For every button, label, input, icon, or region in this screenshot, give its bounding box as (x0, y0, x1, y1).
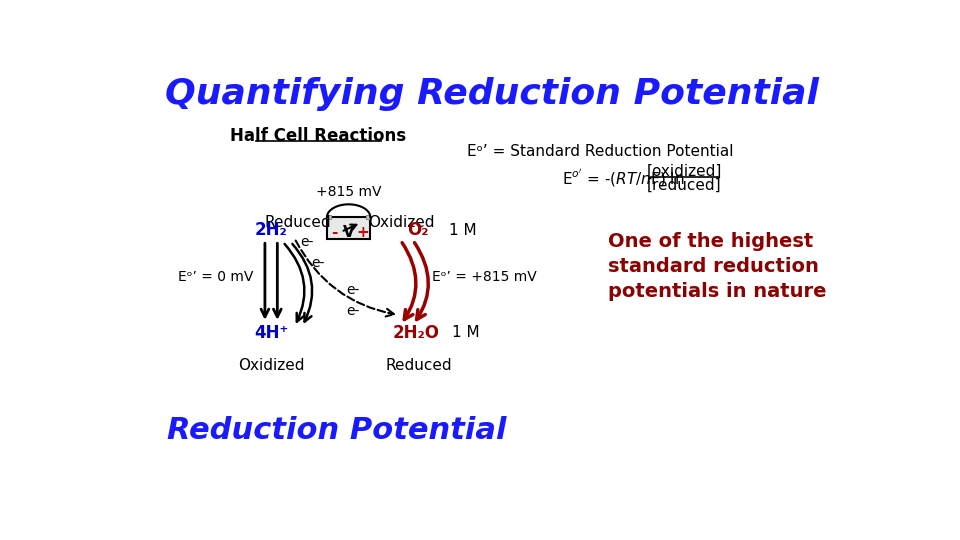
Text: 1 M: 1 M (452, 325, 479, 340)
Text: Eᵒ’ = Standard Reduction Potential: Eᵒ’ = Standard Reduction Potential (468, 144, 733, 159)
Text: e-: e- (300, 235, 314, 249)
Text: +815 mV: +815 mV (316, 185, 381, 199)
Text: Half Cell Reactions: Half Cell Reactions (229, 127, 406, 145)
Text: e-: e- (311, 256, 324, 271)
Text: Eᵒ’ = +815 mV: Eᵒ’ = +815 mV (432, 269, 537, 284)
Bar (327, 215, 331, 219)
Text: [oxidized]: [oxidized] (646, 164, 722, 179)
Text: -: - (331, 225, 338, 240)
Text: 4H⁺: 4H⁺ (254, 324, 288, 342)
Bar (367, 215, 371, 219)
Text: 1 M: 1 M (449, 223, 477, 238)
Bar (327, 217, 371, 239)
Text: potentials in nature: potentials in nature (609, 282, 827, 301)
Text: O₂: O₂ (408, 221, 429, 239)
Text: Quantifying Reduction Potential: Quantifying Reduction Potential (165, 77, 819, 111)
Text: Eᵒ’ = 0 mV: Eᵒ’ = 0 mV (178, 269, 253, 284)
Text: 2H₂: 2H₂ (254, 221, 287, 239)
Text: Reduced: Reduced (265, 215, 331, 230)
Text: +: + (356, 225, 369, 240)
Text: standard reduction: standard reduction (609, 257, 819, 276)
Text: Reduction Potential: Reduction Potential (167, 416, 507, 445)
Text: E$^{o'}$ = -($\it{RT/n}$F) ln: E$^{o'}$ = -($\it{RT/n}$F) ln (562, 168, 684, 190)
Text: One of the highest: One of the highest (609, 232, 813, 252)
Text: e-: e- (347, 304, 360, 318)
Text: Oxidized: Oxidized (238, 357, 304, 373)
Text: e-: e- (347, 282, 360, 296)
Text: [reduced]: [reduced] (647, 178, 722, 192)
Text: V: V (343, 225, 354, 240)
Text: 2H₂O: 2H₂O (393, 324, 440, 342)
Text: Reduced: Reduced (385, 357, 452, 373)
Text: Oxidized: Oxidized (368, 215, 435, 230)
